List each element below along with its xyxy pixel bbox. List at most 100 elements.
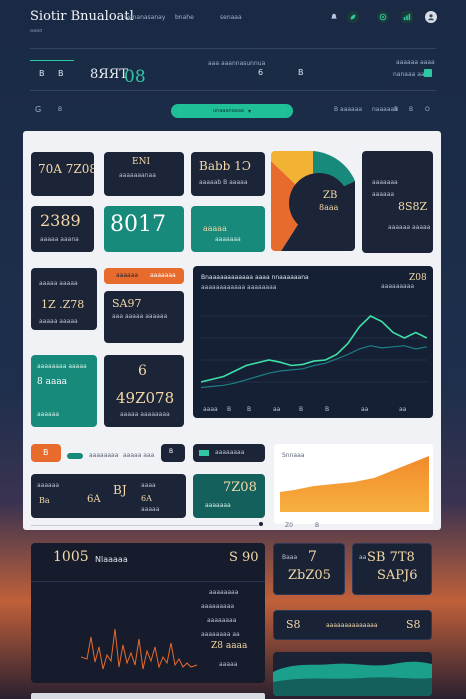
- nav-item-3[interactable]: senaaa: [220, 14, 242, 21]
- x-tick-2: B: [227, 406, 232, 413]
- lower-left-line-4: aaaaaaaa aa: [201, 631, 240, 638]
- card-2[interactable]: ENI aaaaaaanaa: [104, 152, 184, 196]
- toolbar-right-1[interactable]: B aaaaaa: [334, 106, 363, 113]
- chart-icon[interactable]: [401, 11, 413, 23]
- lower-right-wave-card[interactable]: [273, 652, 432, 696]
- card-12-value: 6: [138, 363, 147, 379]
- row3-card-1-value: Ba: [39, 496, 50, 505]
- nav-item-1[interactable]: wenanasanay: [124, 14, 166, 21]
- user-icon[interactable]: [425, 11, 437, 23]
- lower-left-bottom-code: Z8 aaaa: [211, 641, 248, 651]
- card-9[interactable]: aaaaa aaaaa 1Z .Z78 aaaaa aaaaa: [31, 268, 97, 330]
- donut-label: 8aaa: [319, 203, 339, 212]
- row3-card-1[interactable]: aaaaaa Ba 6A BJ 6A aaaa aaaaa: [31, 474, 186, 518]
- card-9-value: 1Z .Z78: [41, 298, 85, 311]
- summary-right-label: aaa aaannasunnua: [208, 60, 266, 67]
- summary-accent-line: [30, 60, 74, 61]
- orange-tab[interactable]: aaaaaa aaaaaaa: [104, 268, 184, 284]
- x-tick-7: aa: [361, 406, 369, 413]
- row3-dark-badge[interactable]: B: [161, 444, 185, 462]
- line-chart: [201, 315, 427, 389]
- card-12[interactable]: 6 49Z078 aaaaa aaaaaaaa: [104, 355, 184, 427]
- lower-right-bar-right: S8: [406, 618, 421, 631]
- row3-divider: [31, 525, 259, 526]
- lower-left-label: Nlaaaaa: [95, 555, 128, 564]
- main-chart-subtitle: aaaaaaaaaaaa aaaaaaaa: [201, 284, 277, 291]
- globe-icon[interactable]: [377, 11, 389, 23]
- card-6[interactable]: aaaaa aaaaaaa: [191, 206, 265, 252]
- area-chart: [280, 456, 429, 512]
- row3-orange-badge[interactable]: B: [31, 444, 61, 462]
- lower-right-bar-left: S8: [286, 618, 301, 631]
- toolbar-right-3[interactable]: B: [394, 106, 399, 113]
- area-x-tick-2: B: [315, 522, 320, 529]
- card-4-value: 2389: [40, 211, 81, 230]
- row3-chip-card[interactable]: aaaaaaaa: [193, 444, 265, 462]
- x-tick-5: B: [299, 406, 304, 413]
- lower-right-card-1-label: Baaa: [282, 554, 298, 561]
- chevron-down-icon: ▾: [247, 107, 251, 115]
- toolbar-right-5[interactable]: O: [425, 106, 430, 113]
- card-3-label: aaaaab B aaaaa: [199, 179, 248, 186]
- lower-right-card-1[interactable]: Baaa 7 ZbZ05: [273, 543, 345, 595]
- row3-card-1-value-4: 6A: [141, 494, 152, 503]
- pager-dot[interactable]: [259, 522, 263, 526]
- toolbar-right-4[interactable]: B: [409, 106, 414, 113]
- lower-left-divider: [31, 581, 265, 582]
- x-tick-8: aa: [399, 406, 407, 413]
- summary-headline-accent: 08: [124, 67, 146, 87]
- bell-icon[interactable]: [328, 11, 340, 23]
- row3-teal-label: aaaaaaaa: [89, 452, 119, 459]
- card-11[interactable]: aaaaaaaa aaaaa 8 aaaa aaaaaa: [31, 355, 97, 427]
- card-8-label-1: aaaaaaa: [372, 179, 398, 186]
- card-1[interactable]: 70A 7Z08: [31, 152, 94, 196]
- main-chart-x-axis: aaaa B B aa B B aa aa: [193, 404, 433, 418]
- card-8[interactable]: aaaaaaa aaaaaa 8S8Z aaaaaa aaaaa: [362, 151, 433, 253]
- row3-card-1-value-3: BJ: [113, 483, 127, 497]
- lower-right-bar[interactable]: S8 aaaaaaaaaaaaaa S8: [273, 610, 432, 640]
- area-x-tick-1: Z0: [285, 522, 293, 529]
- row3-orange-label: B: [43, 448, 49, 457]
- toolbar-small: B: [58, 106, 63, 113]
- card-10-label: aaa aaaaa aaaaaa: [112, 313, 168, 320]
- wave-chart: [273, 661, 432, 696]
- lower-left-value: S 90: [229, 550, 259, 565]
- filter-pill-button[interactable]: unaaanaaaa ▾: [171, 104, 293, 118]
- main-chart-value: Z08: [409, 273, 427, 283]
- card-8-value: 8S8Z: [398, 200, 428, 213]
- lower-left-card[interactable]: 1005 Nlaaaaa S 90 aaaaaaaa aaaaaaaaa aaa…: [31, 543, 265, 683]
- area-label: Snnaaa: [282, 452, 305, 459]
- filter-pill-label: unaaanaaaa: [213, 108, 244, 114]
- summary-headline: 8ЯЯТ: [90, 67, 128, 82]
- area-chart-card[interactable]: Snnaaa: [274, 444, 433, 524]
- summary-right-value-2: B: [298, 68, 304, 77]
- lower-right-card-1-value-2: ZbZ05: [288, 568, 331, 583]
- lower-left-big: 1005: [53, 549, 89, 565]
- x-tick-6: B: [325, 406, 330, 413]
- row3-chip-swatch: [199, 450, 209, 456]
- card-4[interactable]: 2389 aaaaa aaana: [31, 206, 94, 252]
- x-tick-1: aaaa: [203, 406, 218, 413]
- status-indicator: [424, 69, 432, 77]
- lower-right-card-2[interactable]: SB 7T8 SAPJ6 aa: [352, 543, 432, 595]
- app-title: Siotir Bnualoatl: [30, 9, 134, 24]
- card-12-label: aaaaa aaaaaaaa: [120, 411, 170, 418]
- header-divider: [30, 48, 436, 49]
- card-5[interactable]: 8017: [104, 206, 184, 252]
- row3-teal-card[interactable]: 7Z08 aaaaaaa: [193, 474, 265, 518]
- main-chart-card[interactable]: Bnaaaaaaaaaaaa aaaa nnaaaaaana aaaaaaaaa…: [193, 266, 433, 418]
- summary-far-label-2: nanaaa aana: [393, 71, 433, 78]
- toolbar-right-2[interactable]: naaaaaa: [372, 106, 398, 113]
- donut-card[interactable]: ZB 8aaa: [271, 151, 355, 251]
- lower-left-bottom-code-2: aaaaa: [219, 661, 238, 668]
- card-10[interactable]: SA97 aaa aaaaa aaaaaa: [104, 291, 184, 343]
- card-1-value: 70A 7Z08: [38, 162, 94, 176]
- leaf-icon[interactable]: [347, 11, 359, 23]
- orange-tab-label: aaaaaa: [116, 272, 139, 279]
- row3-card-1-value-2: 6A: [87, 494, 101, 505]
- card-10-value: SA97: [112, 297, 142, 310]
- nav-item-2[interactable]: bnahe: [175, 14, 194, 21]
- card-3[interactable]: Babb 1Ɔ aaaaab B aaaaa: [191, 152, 265, 196]
- lower-left-line-2: aaaaaaaaa: [201, 603, 235, 610]
- card-2-value: ENI: [132, 157, 150, 167]
